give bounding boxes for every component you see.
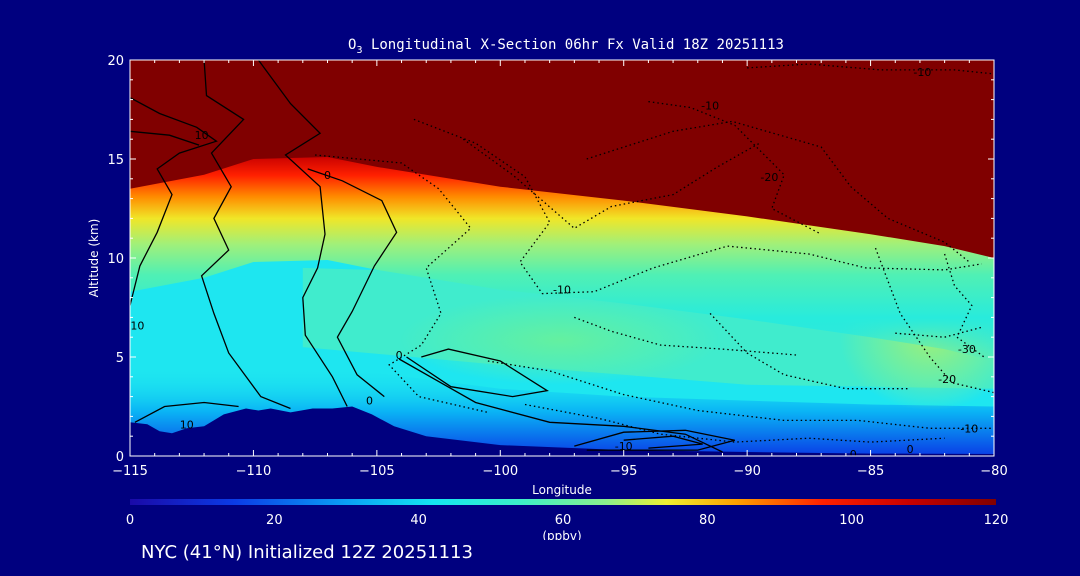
x-tick-label: −110: [236, 464, 272, 479]
y-tick-label: 20: [107, 54, 124, 69]
x-tick-label: −100: [482, 464, 518, 479]
contour-label: 10: [195, 129, 209, 142]
y-axis-label: Altitude (km): [87, 219, 101, 298]
x-tick-label: −85: [857, 464, 884, 479]
contour-label: 0: [907, 443, 914, 456]
contour-label: -10: [553, 284, 571, 297]
contour-label: 0: [850, 448, 857, 461]
contour-line-dotted: [574, 316, 797, 356]
title-subscript: 3: [356, 45, 362, 56]
footer-station: NYC (41°N): [141, 542, 243, 563]
contour-line-solid: [398, 358, 723, 453]
contour-lines: [130, 60, 994, 453]
contour-line-dotted: [943, 253, 985, 358]
y-tick-label: 5: [116, 351, 124, 366]
footer-caption: NYC (41°N) Initialized 12Z 20251113: [141, 542, 473, 563]
colorbar-tick-label: 120: [984, 513, 1009, 528]
stratosphere-shading: [130, 60, 994, 258]
contour-label: -20: [938, 373, 956, 386]
contour-label: -10: [615, 440, 633, 453]
colorbar-tick-label: 100: [839, 513, 864, 528]
contour-line-dotted: [462, 138, 760, 230]
x-tick-label: −80: [980, 464, 1007, 479]
x-tick-label: −90: [733, 464, 760, 479]
contour-line-solid: [200, 60, 291, 410]
contour-line-solid: [257, 60, 348, 407]
contour-label: -10: [913, 66, 931, 79]
contour-line-solid: [130, 130, 200, 146]
terrain-mask: [130, 406, 994, 456]
contour-label: 10: [130, 319, 144, 332]
green-core-central: [400, 295, 720, 385]
colorbar-tick-label: 0: [126, 513, 134, 528]
ozone-cross-section-chart: O3 Longitudinal X-Section 06hr Fx Valid …: [87, 37, 1009, 540]
x-axis: −115 −110 −105 −100 −95 −90 −85 −80: [112, 60, 1008, 479]
contour-label: -30: [958, 343, 976, 356]
contour-line-dotted: [487, 360, 994, 429]
colorbar-tick-label: 40: [410, 513, 427, 528]
contour-line-solid: [130, 97, 218, 306]
x-tick-label: −95: [610, 464, 637, 479]
contour-line-dotted: [874, 247, 994, 394]
plot-area: 10 -10 -10 -20 0 -10 10 0 0 10 -30 -20 -10 -10 0 0: [130, 60, 994, 461]
contour-line-dotted: [315, 154, 489, 414]
y-tick-label: 10: [107, 252, 124, 267]
contour-line-solid: [134, 401, 239, 423]
y-tick-label: 0: [116, 450, 124, 465]
title-prefix: O: [348, 37, 356, 53]
footer-initialized: Initialized 12Z 20251113: [242, 542, 473, 563]
contour-line-dotted: [413, 118, 982, 295]
contour-line-solid: [623, 435, 703, 449]
contour-line-solid: [574, 429, 735, 451]
contour-line-dotted: [747, 63, 994, 75]
colorbar-tick-label: 80: [699, 513, 716, 528]
contour-label: 0: [396, 349, 403, 362]
contour-label: -10: [701, 100, 719, 113]
y-tick-label: 15: [107, 153, 124, 168]
contour-line-dotted: [586, 120, 970, 263]
colorbar-tick-label: 60: [555, 513, 572, 528]
y-axis: 0 5 10 15 20: [107, 54, 994, 465]
contour-label: 0: [324, 169, 331, 182]
colorbar-unit: (ppbv): [542, 529, 581, 540]
colorbar: [130, 499, 996, 505]
colorbar-ticks: 0 20 40 60 80 100 120: [126, 513, 1009, 528]
contour-label: -10: [960, 422, 978, 435]
title-rest: Longitudinal X-Section 06hr Fx Valid 18Z…: [363, 37, 784, 53]
contour-line-solid: [307, 168, 398, 398]
x-tick-label: −115: [112, 464, 148, 479]
colorbar-tick-label: 20: [266, 513, 283, 528]
contour-line-solid: [406, 348, 549, 398]
contour-label: 10: [180, 418, 194, 431]
x-axis-label: Longitude: [532, 483, 592, 497]
contour-line-dotted: [709, 312, 908, 390]
tropopause-transition-band: [130, 145, 994, 361]
x-tick-label: −105: [359, 464, 395, 479]
contour-label: -20: [760, 171, 778, 184]
chart-title: O3 Longitudinal X-Section 06hr Fx Valid …: [348, 37, 784, 56]
contour-labels: 10 -10 -10 -20 0 -10 10 0 0 10 -30 -20 -10 -10 0 0: [130, 66, 978, 461]
contour-label: 0: [366, 395, 373, 408]
